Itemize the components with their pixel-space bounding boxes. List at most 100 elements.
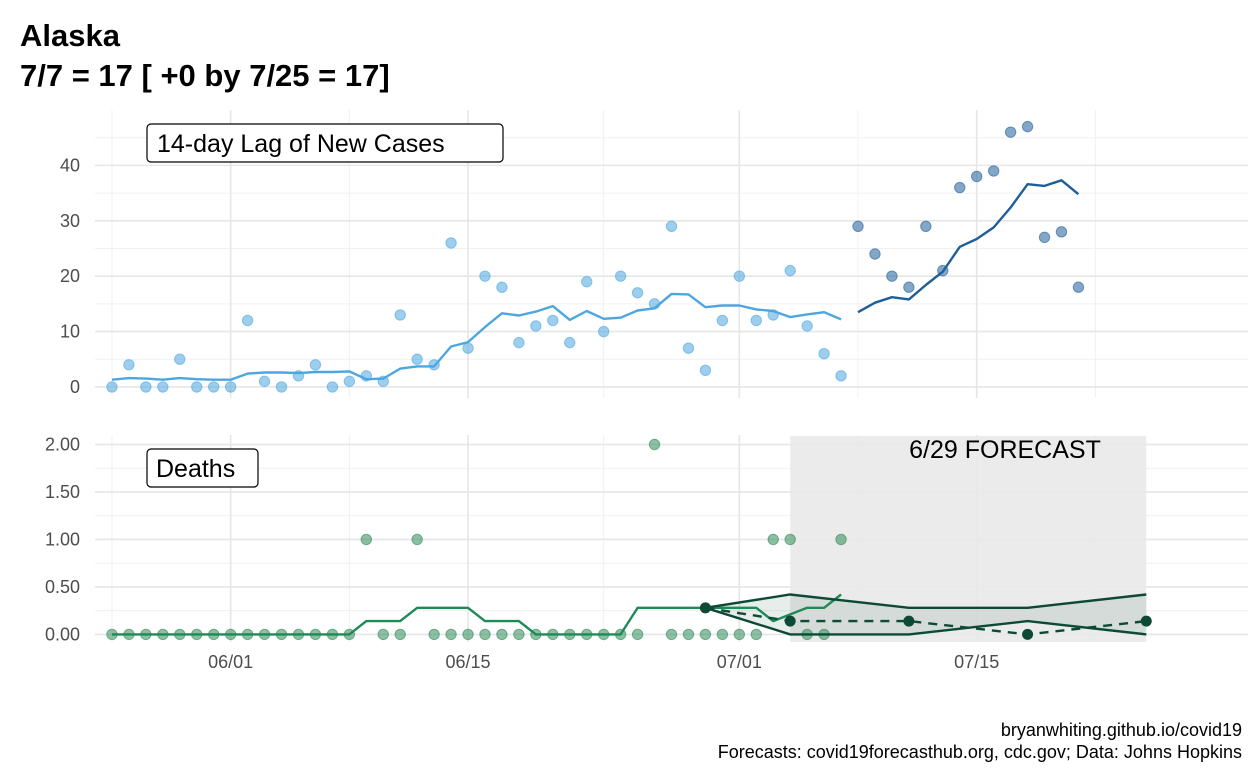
deaths-point-observed [733, 628, 746, 641]
deaths-point-observed [699, 628, 712, 641]
cases-point-recent [1072, 281, 1085, 293]
cases-y-tick-label: 20 [60, 266, 80, 286]
cases-point-lagged [309, 359, 322, 371]
deaths-marks [106, 438, 1152, 641]
cases-y-tick-label: 30 [60, 211, 80, 231]
cases-point-lagged [631, 287, 644, 299]
forecast-ribbon [705, 594, 1147, 635]
deaths-point-observed [835, 533, 847, 546]
cases-point-recent [971, 170, 983, 183]
cases-point-lagged [140, 381, 152, 393]
deaths-line-observed_line [112, 593, 842, 636]
cases-point-recent [987, 165, 1000, 177]
deaths-panel-label-box [146, 448, 259, 488]
cases-point-lagged [123, 359, 135, 371]
deaths-point-observed [479, 628, 491, 641]
deaths-y-tick-label: 2.00 [45, 434, 80, 454]
forecast-lower-line [705, 606, 1147, 636]
cases-point-lagged [784, 264, 796, 277]
x-tick-label: 06/15 [446, 652, 491, 672]
cases-point-lagged [682, 342, 695, 354]
cases-point-recent [1021, 120, 1034, 133]
deaths-point-observed [411, 533, 423, 546]
cases-point-recent [886, 270, 898, 282]
cases-y-tick-labels: 0 10 20 30 40 [60, 155, 80, 397]
cases-panel: 0 10 20 30 40 14-day Lag of New Cases [60, 110, 1248, 398]
chart-title: Alaska [20, 18, 120, 53]
cases-point-lagged [445, 237, 457, 249]
cases-point-lagged [801, 320, 813, 332]
forecast-point [699, 602, 711, 614]
cases-point-recent [903, 281, 915, 293]
deaths-point-observed [631, 628, 644, 641]
deaths-y-tick-label: 0.00 [45, 624, 80, 644]
deaths-y-tick-label: 0.50 [45, 577, 80, 597]
deaths-y-tick-labels: 0.00 0.50 1.00 1.50 2.00 [45, 434, 80, 644]
cases-point-lagged [665, 220, 678, 233]
cases-point-lagged [224, 381, 237, 393]
cases-point-recent [1055, 226, 1068, 238]
cases-point-recent [954, 181, 966, 194]
forecast-annotation: 6/29 FORECAST [909, 436, 1101, 464]
forecast-upper-line [705, 593, 1147, 609]
cases-point-lagged [258, 375, 271, 388]
cases-point-recent [869, 248, 881, 260]
cases-point-lagged [716, 314, 729, 327]
cases-point-lagged [207, 381, 220, 393]
cases-point-recent [852, 220, 864, 233]
cases-point-lagged [530, 320, 542, 332]
cases-point-recent [1038, 231, 1051, 244]
deaths-point-observed [445, 628, 457, 641]
cases-point-lagged [174, 353, 186, 365]
forecast-point [784, 615, 796, 627]
cases-point-lagged [275, 381, 288, 393]
cases-point-recent [920, 220, 932, 233]
deaths-point-observed [750, 628, 762, 641]
cases-point-lagged [581, 275, 593, 288]
cases-point-lagged [733, 270, 746, 282]
deaths-point-observed [665, 628, 678, 641]
cases-point-lagged [241, 314, 254, 327]
cases-line-recent [857, 179, 1080, 314]
forecast-point [1140, 615, 1152, 627]
deaths-panel-label-text: Deaths [156, 455, 235, 483]
cases-point-lagged [564, 336, 576, 349]
x-tick-label: 07/01 [717, 652, 762, 672]
x-tick-label: 06/01 [208, 652, 253, 672]
caption-credits: Forecasts: covid19forecasthub.org, cdc.g… [717, 742, 1242, 762]
cases-point-lagged [462, 342, 474, 354]
deaths-point-observed [682, 628, 695, 641]
deaths-y-tick-label: 1.00 [45, 529, 80, 549]
cases-point-lagged [496, 281, 508, 293]
deaths-y-tick-label: 1.50 [45, 482, 80, 502]
deaths-point-observed [428, 628, 440, 641]
cases-point-lagged [191, 381, 203, 393]
deaths-point-observed [648, 438, 661, 451]
cases-point-lagged [699, 364, 712, 377]
cases-point-lagged [106, 381, 118, 393]
cases-point-lagged [750, 314, 762, 327]
cases-point-lagged [547, 314, 559, 327]
cases-point-lagged [614, 270, 627, 282]
x-tick-labels: 06/01 06/15 07/01 07/15 [208, 652, 999, 672]
cases-point-lagged [513, 336, 525, 349]
cases-panel-label-box [146, 123, 504, 163]
cases-line-lagged [111, 292, 842, 381]
deaths-point-observed [496, 628, 508, 641]
deaths-point-observed [377, 628, 389, 641]
deaths-point-observed [767, 533, 779, 546]
cases-point-lagged [818, 347, 830, 360]
caption-source: bryanwhiting.github.io/covid19 [1000, 720, 1242, 740]
deaths-panel: 0.00 0.50 1.00 1.50 2.00 Deaths 6/29 FORECAS… [45, 434, 1248, 644]
cases-point-recent [1004, 126, 1017, 138]
cases-panel-label-text: 14-day Lag of New Cases [157, 130, 445, 158]
cases-point-lagged [343, 375, 356, 388]
cases-marks [106, 120, 1085, 393]
deaths-point-observed [784, 533, 796, 546]
cases-point-lagged [835, 370, 847, 382]
cases-y-tick-label: 40 [60, 155, 80, 175]
cases-point-lagged [411, 353, 423, 365]
forecast-point [903, 615, 915, 627]
cases-panel-label: 14-day Lag of New Cases [146, 123, 504, 163]
